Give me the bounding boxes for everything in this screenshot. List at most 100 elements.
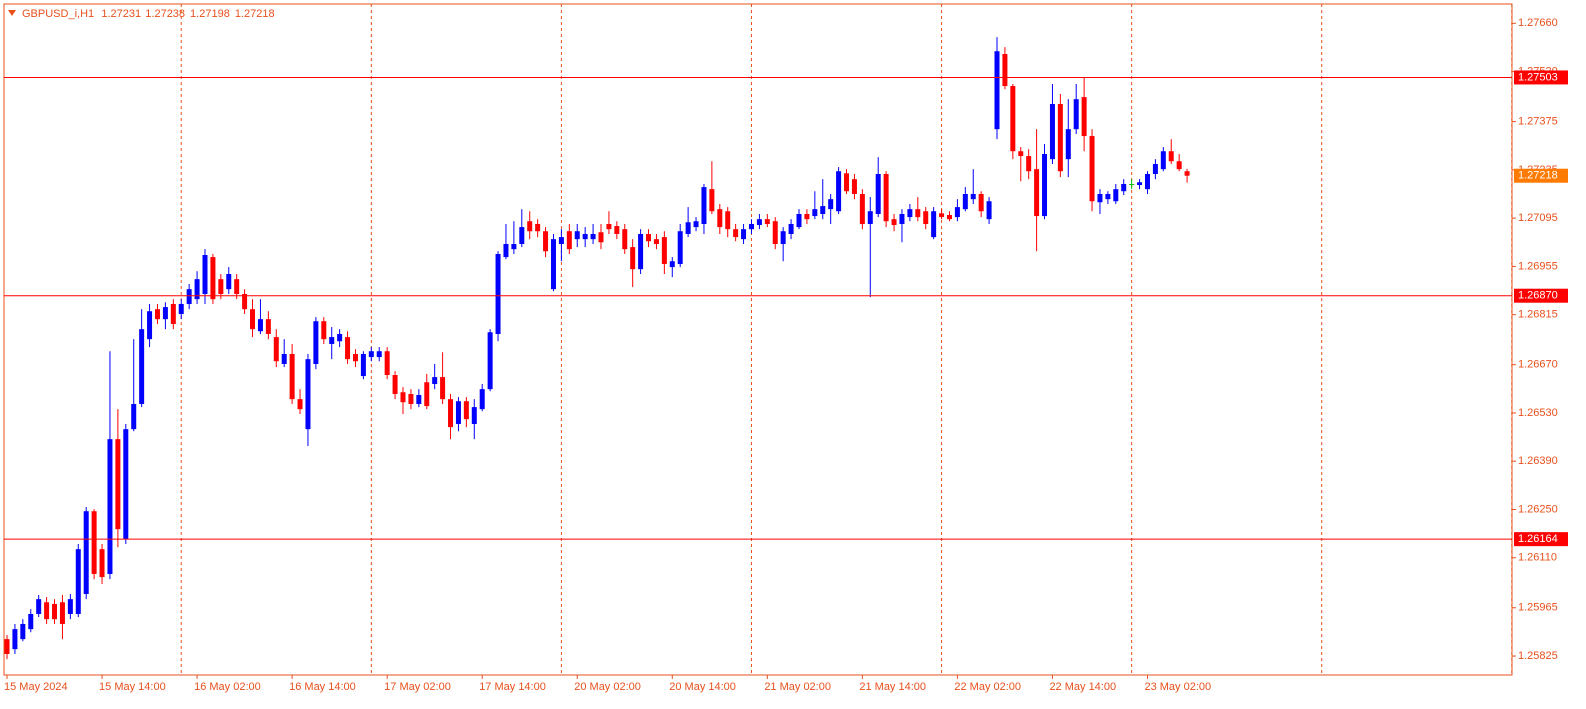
candle-body (796, 213, 802, 228)
candle-body (931, 211, 937, 238)
candle-body (946, 215, 952, 220)
candle-body (360, 353, 366, 377)
candle-body (281, 353, 287, 364)
candle-body (154, 309, 160, 320)
candle-body (756, 219, 762, 226)
candle-body (218, 279, 224, 294)
candle-body (994, 51, 1000, 130)
candle-body (337, 333, 343, 342)
candle-body (384, 351, 390, 376)
y-tick-label: 1.26250 (1518, 503, 1558, 515)
candle-body (1073, 99, 1079, 130)
candle-body (115, 439, 121, 530)
candle-body (693, 221, 699, 228)
quote-high: 1.27238 (145, 8, 185, 20)
candle-body (91, 511, 97, 574)
candle-body (1129, 183, 1135, 185)
candle-body (978, 193, 984, 212)
candle-body (424, 382, 430, 407)
x-tick-label: 15 May 2024 (4, 681, 68, 693)
candle-body (574, 231, 580, 240)
candle-body (250, 309, 256, 330)
candle-body (970, 193, 976, 200)
candle-body (558, 237, 564, 244)
candle-body (265, 319, 271, 334)
collapse-arrow[interactable] (8, 10, 16, 16)
candle-body (52, 603, 58, 620)
candle-body (543, 231, 549, 252)
candle-body (899, 213, 905, 224)
candle-body (780, 231, 786, 244)
candle-body (915, 209, 921, 218)
candle-body (1113, 189, 1119, 202)
y-tick-label: 1.26390 (1518, 455, 1558, 467)
candle-body (273, 337, 279, 362)
bid-label: 1.27218 (1518, 170, 1558, 182)
x-tick-label: 20 May 14:00 (669, 681, 736, 693)
candle-body (519, 227, 525, 244)
candle-body (305, 359, 311, 430)
candle-body (242, 293, 248, 310)
candle-body (733, 229, 739, 238)
candle-body (582, 233, 588, 240)
candle-body (1176, 161, 1182, 170)
level-tag (1514, 70, 1568, 85)
candle-body (1160, 151, 1166, 170)
candle-body (622, 229, 628, 250)
candle-body (986, 201, 992, 220)
level-tag (1514, 288, 1568, 303)
candle-body (487, 332, 493, 390)
candle-body (455, 401, 461, 424)
candle-body (859, 193, 865, 224)
candle-body (28, 613, 34, 630)
candle-body (376, 351, 382, 358)
candle-body (352, 353, 358, 362)
candle-body (194, 279, 200, 300)
quote-open: 1.27231 (101, 8, 141, 20)
candle-body (875, 173, 881, 214)
candle-body (669, 261, 675, 268)
candle-body (1137, 182, 1143, 186)
candle-body (471, 407, 477, 424)
candle-body (400, 392, 406, 403)
x-tick-label: 16 May 02:00 (194, 681, 261, 693)
candle-body (709, 189, 715, 212)
candle-body (1049, 103, 1055, 160)
candle-body (725, 211, 731, 230)
candle-body (44, 602, 50, 620)
y-tick-label: 1.26110 (1518, 552, 1557, 564)
candle-body (527, 221, 533, 232)
candle-body (83, 511, 89, 594)
y-tick-label: 1.26815 (1518, 309, 1558, 321)
candle-body (1121, 183, 1127, 192)
candle-body (123, 429, 129, 540)
candle-body (954, 207, 960, 218)
y-tick-label: 1.27095 (1518, 212, 1558, 224)
y-tick-label: 1.26670 (1518, 359, 1558, 371)
candle-body (329, 337, 335, 344)
candle-body (139, 329, 145, 404)
candle-body (828, 199, 834, 210)
x-tick-label: 17 May 14:00 (479, 681, 546, 693)
candle-body (392, 375, 398, 394)
candle-body (701, 187, 707, 224)
y-tick-label: 1.26955 (1518, 260, 1558, 272)
candle-body (67, 599, 73, 614)
candle-body (297, 399, 303, 410)
candle-body (867, 211, 873, 224)
candle-body (1168, 151, 1174, 162)
quote-close: 1.27218 (235, 8, 275, 20)
candle-body (1026, 156, 1032, 172)
level-label: 1.26870 (1518, 290, 1558, 302)
candle-body (131, 403, 137, 430)
y-tick-label: 1.25825 (1518, 650, 1558, 662)
candle-body (368, 351, 374, 358)
candle-body (764, 219, 770, 224)
candle-body (20, 623, 26, 640)
candle-body (1002, 53, 1008, 87)
candle-body (178, 303, 184, 314)
candle-body (851, 179, 857, 194)
candle-body (432, 377, 438, 384)
candle-body (59, 602, 65, 624)
candle-body (844, 173, 850, 192)
